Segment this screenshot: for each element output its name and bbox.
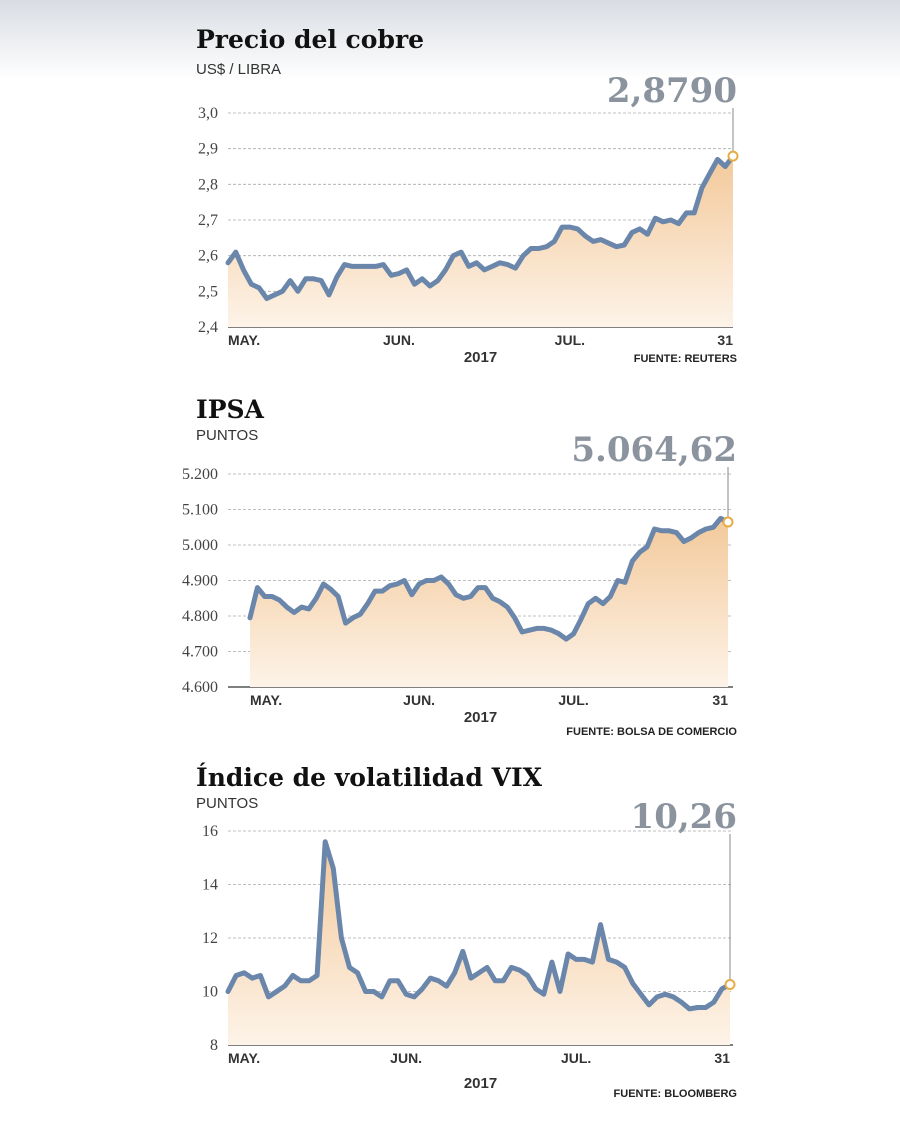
x-tick-label: JUN.	[383, 332, 415, 348]
x-tick-label: 31	[714, 1050, 730, 1066]
y-tick-label: 5.000	[182, 537, 218, 554]
panel: Índice de volatilidad VIX PUNTOS 10,26 8 10 1…	[196, 763, 737, 1100]
x-tick-label: 31	[717, 332, 733, 348]
y-tick-label: 2,6	[198, 248, 218, 265]
y-tick-label: 2,7	[198, 212, 218, 229]
y-tick-label: 2,5	[198, 283, 218, 300]
end-point	[724, 979, 736, 991]
source-note: FUENTE: REUTERS	[634, 353, 737, 365]
line	[225, 839, 733, 1012]
end-point	[722, 516, 734, 528]
panel: IPSA PUNTOS 5.064,62 4.600 4.700 4.800 4.900 5.…	[182, 395, 737, 738]
x-tick-label: JUL.	[561, 1050, 591, 1066]
x-axis-label: 2017	[464, 349, 497, 366]
y-tick-label: 12	[202, 930, 218, 947]
area	[228, 156, 733, 327]
chart-subtitle: PUNTOS	[196, 795, 258, 812]
y-tick-label: 2,9	[198, 141, 218, 158]
y-tick-label: 14	[202, 877, 218, 894]
line	[225, 153, 736, 301]
y-tick-label: 10	[202, 984, 218, 1001]
panel: Precio del cobre US$ / LIBRA 2,8790 2,4 2,5 2…	[196, 25, 739, 366]
chart-title: IPSA	[196, 395, 265, 424]
y-tick-label: 3,0	[198, 105, 218, 122]
y-tick-label: 4.900	[182, 573, 218, 590]
headline-value: 2,8790	[607, 71, 737, 111]
headline-value: 5.064,62	[571, 430, 737, 470]
y-tick-label: 2,4	[198, 319, 218, 336]
x-tick-label: JUN.	[390, 1050, 422, 1066]
y-tick-label: 5.200	[182, 466, 218, 483]
x-tick-label: JUL.	[555, 332, 585, 348]
x-tick-label: JUL.	[558, 692, 588, 708]
chart-subtitle: PUNTOS	[196, 427, 258, 444]
y-tick-label: 4.800	[182, 608, 218, 625]
x-tick-label: MAY.	[228, 1050, 260, 1066]
y-tick-label: 16	[202, 823, 218, 840]
source-note: FUENTE: BLOOMBERG	[614, 1088, 737, 1100]
x-axis-label: 2017	[464, 1075, 497, 1092]
source-note: FUENTE: BOLSA DE COMERCIO	[566, 726, 737, 738]
x-tick-label: MAY.	[228, 332, 260, 348]
chart-title: Precio del cobre	[196, 25, 424, 54]
y-tick-label: 4.700	[182, 644, 218, 661]
x-axis-label: 2017	[464, 709, 497, 726]
chart-subtitle: US$ / LIBRA	[196, 61, 281, 78]
x-tick-label: MAY.	[250, 692, 282, 708]
y-tick-label: 4.600	[182, 679, 218, 696]
x-tick-label: JUN.	[403, 692, 435, 708]
y-tick-label: 5.100	[182, 502, 218, 519]
area	[228, 841, 730, 1045]
end-point	[727, 150, 739, 162]
y-tick-label: 2,8	[198, 176, 218, 193]
x-tick-label: 31	[712, 692, 728, 708]
header-band	[0, 0, 900, 80]
y-tick-label: 8	[210, 1037, 218, 1054]
line	[247, 515, 731, 642]
area	[250, 518, 728, 687]
chart-title: Índice de volatilidad VIX	[196, 763, 543, 792]
headline-value: 10,26	[631, 797, 737, 837]
